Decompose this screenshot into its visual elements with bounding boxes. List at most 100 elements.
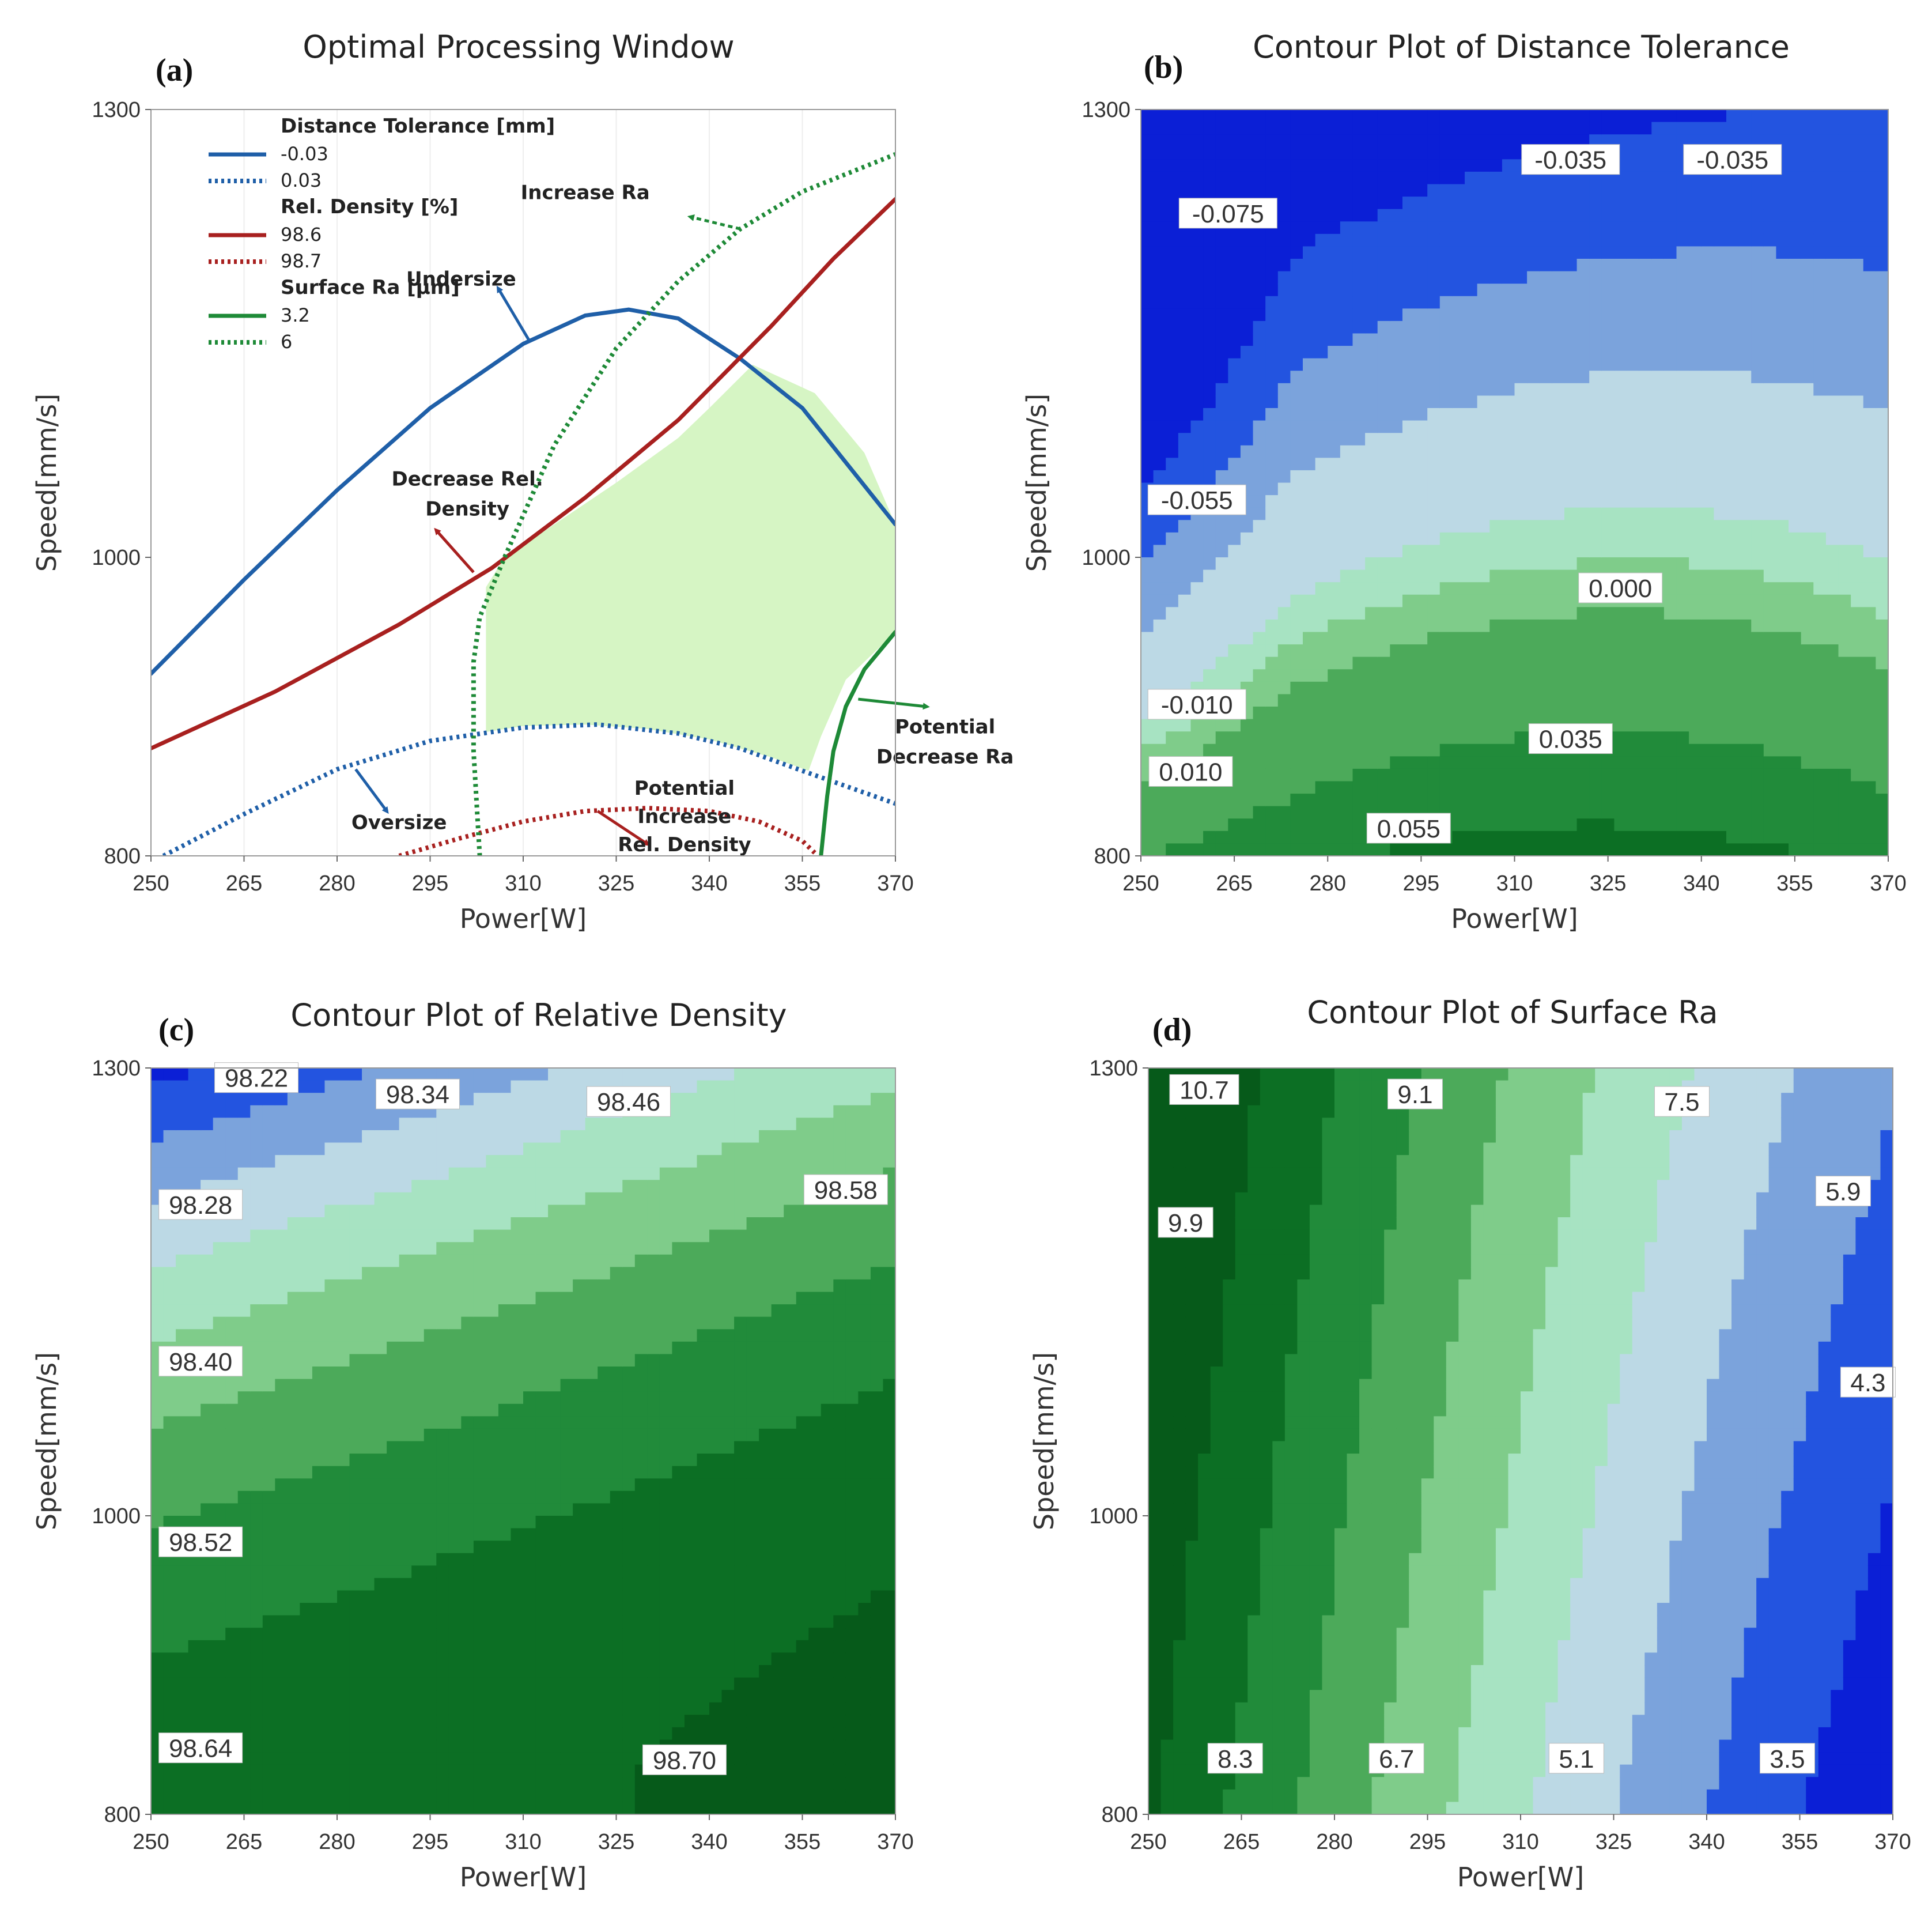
panel-b-contour-cell: [1627, 284, 1640, 297]
panel-b-contour-cell: [1377, 110, 1391, 123]
panel-b-contour-cell: [1315, 259, 1329, 272]
panel-b-contour-cell: [1601, 632, 1615, 645]
panel-c-contour-cell: [399, 1403, 412, 1417]
panel-b-contour-cell: [1477, 644, 1491, 658]
panel-b-contour-cell: [1328, 110, 1341, 123]
panel-b-contour-cell: [1651, 184, 1665, 197]
panel-b-contour-cell: [1290, 271, 1303, 284]
panel-c-contour-cell: [387, 1752, 400, 1765]
panel-b-contour-cell: [1552, 545, 1565, 558]
panel-b-contour-cell: [1776, 246, 1789, 259]
panel-b-contour-cell: [1141, 134, 1154, 148]
panel-c-contour-cell: [287, 1516, 301, 1529]
panel-b-contour-cell: [1502, 271, 1515, 284]
panel-b-contour-cell: [1477, 831, 1491, 844]
panel-c-contour-cell: [250, 1789, 263, 1803]
panel-b-contour-cell: [1502, 644, 1515, 658]
panel-c-contour-cell: [324, 1764, 338, 1778]
panel-b-contour-cell: [1676, 681, 1689, 695]
panel-b-contour-cell: [1564, 395, 1578, 409]
panel-b-contour-cell: [1277, 843, 1291, 856]
panel-b-contour-cell: [1589, 358, 1602, 372]
legend-entry-label: 3.2: [281, 304, 310, 326]
panel-b-contour-cell: [1277, 681, 1291, 695]
panel-b-contour-cell: [1601, 781, 1615, 794]
panel-c-contour-cell: [237, 1690, 251, 1703]
panel-b-contour-cell: [1813, 632, 1827, 645]
panel-b-contour-cell: [1639, 197, 1653, 210]
panel-c-contour-cell: [262, 1267, 276, 1280]
panel-b-contour-cell: [1601, 545, 1615, 558]
panel-b-contour-cell: [1277, 346, 1291, 359]
panel-b-contour-cell: [1539, 669, 1553, 682]
panel-b-contour-cell: [1315, 284, 1329, 297]
panel-c-contour-cell: [387, 1267, 400, 1280]
panel-b-contour-cell: [1240, 346, 1254, 359]
panel-b-contour-cell: [1876, 171, 1889, 185]
panel-c-contour-cell: [399, 1205, 412, 1218]
panel-c-contour-cell: [324, 1802, 338, 1815]
panel-b-contour-cell: [1601, 656, 1615, 670]
panel-c-contour-cell: [349, 1354, 362, 1367]
panel-b-contour-cell: [1228, 656, 1241, 670]
panel-b-contour-cell: [1390, 146, 1403, 160]
panel-b-contour-cell: [1315, 395, 1329, 409]
panel-c-contour-cell: [300, 1205, 313, 1218]
panel-b-contour-cell: [1240, 632, 1254, 645]
panel-c-contour-cell: [399, 1416, 412, 1429]
panel-b-contour-cell: [1352, 482, 1366, 496]
panel-b-contour-cell: [1601, 233, 1615, 247]
panel-b-contour-cell: [1576, 184, 1590, 197]
panel-b-contour-cell: [1340, 794, 1353, 807]
panel-b-contour-cell: [1377, 557, 1391, 571]
panel-b-contour-cell: [1439, 719, 1453, 732]
panel-b-contour-cell: [1328, 371, 1341, 384]
panel-b-contour-cell: [1738, 259, 1752, 272]
panel-b-contour-cell: [1552, 233, 1565, 247]
panel-b-contour-cell: [1190, 794, 1204, 807]
panel-c-contour-cell: [213, 1677, 226, 1690]
panel-b-contour-cell: [1801, 756, 1814, 769]
panel-b-contour-cell: [1801, 371, 1814, 384]
panel-b-contour-cell: [1215, 284, 1229, 297]
panel-b-contour-cell: [1514, 806, 1528, 820]
panel-b-contour-cell: [1415, 768, 1428, 782]
panel-b-contour-cell: [1502, 545, 1515, 558]
panel-b-contour-cell: [1876, 719, 1889, 732]
panel-b-contour-cell: [1614, 482, 1627, 496]
panel-b-contour-cell: [1265, 520, 1279, 533]
panel-c-contour-cell: [312, 1205, 326, 1218]
panel-c-contour-cell: [213, 1379, 226, 1392]
panel-c-contour-cell: [362, 1715, 375, 1728]
panel-c-contour-cell: [324, 1615, 338, 1629]
panel-b-contour-cell: [1452, 507, 1465, 521]
panel-c-contour-cell: [188, 1490, 201, 1504]
panel-b-contour-cell: [1763, 818, 1777, 832]
panel-c-contour-cell: [312, 1192, 326, 1206]
panel-b-contour-cell: [1651, 731, 1665, 745]
panel-b-contour-cell: [1166, 246, 1179, 259]
panel-b-contour-cell: [1215, 458, 1229, 471]
panel-c-contour-cell: [399, 1490, 412, 1504]
panel-b-contour-cell: [1564, 358, 1578, 372]
panel-b-contour-cell: [1265, 171, 1279, 185]
panel-c-contour-cell: [387, 1304, 400, 1318]
panel-c-contour-cell: [337, 1180, 350, 1193]
panel-b-contour-cell: [1340, 284, 1353, 297]
panel-b-contour-cell: [1365, 209, 1378, 222]
panel-b-contour-cell: [1639, 470, 1653, 484]
panel-c-contour-cell: [262, 1802, 276, 1815]
panel-b-contour-cell: [1240, 731, 1254, 745]
panel-c-contour-cell: [275, 1441, 288, 1454]
panel-c-contour-cell: [387, 1802, 400, 1815]
panel-c-contour-cell: [225, 1155, 239, 1168]
panel-b-contour-cell: [1240, 246, 1254, 259]
panel-c-contour-cell: [275, 1541, 288, 1554]
panel-b-contour-cell: [1253, 470, 1266, 484]
panel-b-contour-cell: [1776, 383, 1789, 397]
panel-b-contour-cell: [1576, 694, 1590, 707]
panel-b-contour-cell: [1203, 371, 1216, 384]
panel-b-contour-cell: [1352, 320, 1366, 334]
panel-b-contour-cell: [1277, 246, 1291, 259]
panel-b-contour-cell: [1439, 669, 1453, 682]
